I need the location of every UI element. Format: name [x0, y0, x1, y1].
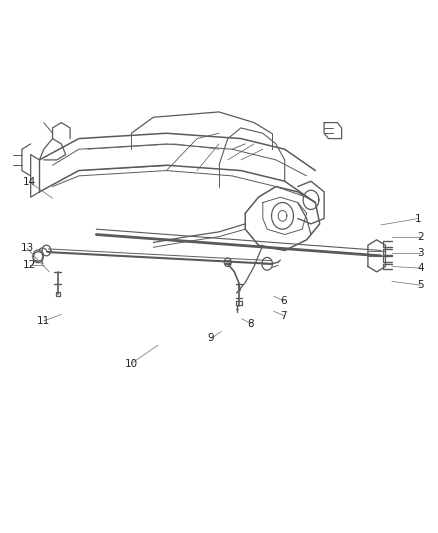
Text: 8: 8 — [247, 319, 254, 328]
Text: 7: 7 — [280, 311, 287, 320]
Text: 2: 2 — [417, 232, 424, 241]
Text: 11: 11 — [37, 316, 50, 326]
Text: 6: 6 — [280, 296, 287, 305]
Text: 9: 9 — [208, 334, 215, 343]
Text: 5: 5 — [417, 280, 424, 290]
Text: 4: 4 — [417, 263, 424, 273]
Text: 13: 13 — [21, 244, 34, 253]
Text: 12: 12 — [23, 261, 36, 270]
Text: 10: 10 — [125, 359, 138, 368]
Text: 1: 1 — [415, 214, 422, 223]
Text: 14: 14 — [23, 177, 36, 187]
Text: 3: 3 — [417, 248, 424, 257]
